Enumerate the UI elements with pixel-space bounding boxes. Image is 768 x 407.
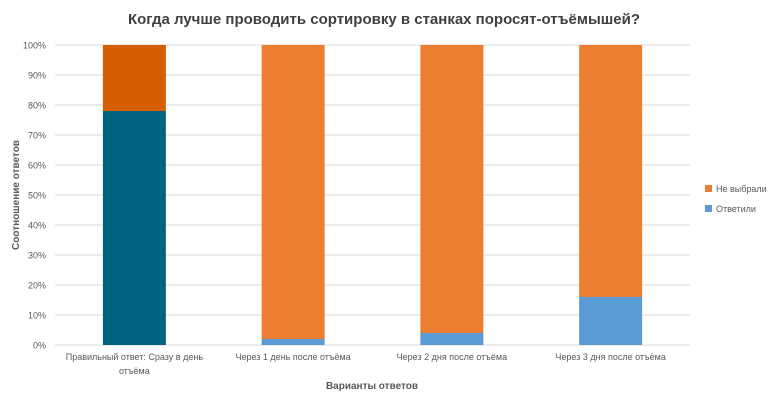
legend-swatch — [705, 185, 712, 192]
x-tick-label: Через 1 день после отъёма — [235, 352, 350, 362]
bar-answered — [420, 333, 484, 345]
bar-not-selected — [261, 45, 325, 339]
y-tick-label: 0% — [33, 341, 46, 351]
bar-answered — [261, 339, 325, 345]
y-tick-label: 100% — [23, 41, 46, 51]
y-tick-label: 90% — [28, 71, 46, 81]
x-tick-label: Через 2 дня после отъёма — [397, 352, 507, 362]
y-tick-label: 40% — [28, 221, 46, 231]
y-tick-label: 60% — [28, 161, 46, 171]
x-axis-label: Варианты ответов — [326, 381, 418, 392]
bar-answered — [579, 297, 643, 345]
bar-answered — [102, 111, 166, 345]
y-axis-label: Соотношение ответов — [11, 140, 22, 250]
y-tick-label: 80% — [28, 101, 46, 111]
y-tick-label: 30% — [28, 251, 46, 261]
x-tick-label: отъёма — [119, 366, 150, 376]
legend-label: Ответили — [716, 204, 756, 214]
y-tick-label: 70% — [28, 131, 46, 141]
bar-not-selected — [420, 45, 484, 333]
x-tick-label: Через 3 дня после отъёма — [555, 352, 665, 362]
bar-not-selected — [579, 45, 643, 297]
chart-title: Когда лучше проводить сортировку в станк… — [128, 11, 640, 28]
x-tick-label: Правильный ответ: Сразу в день — [66, 352, 204, 362]
legend-swatch — [705, 205, 712, 212]
y-tick-label: 10% — [28, 311, 46, 321]
legend-label: Не выбрали — [716, 184, 767, 194]
y-tick-label: 20% — [28, 281, 46, 291]
bar-not-selected — [102, 45, 166, 111]
y-tick-label: 50% — [28, 191, 46, 201]
